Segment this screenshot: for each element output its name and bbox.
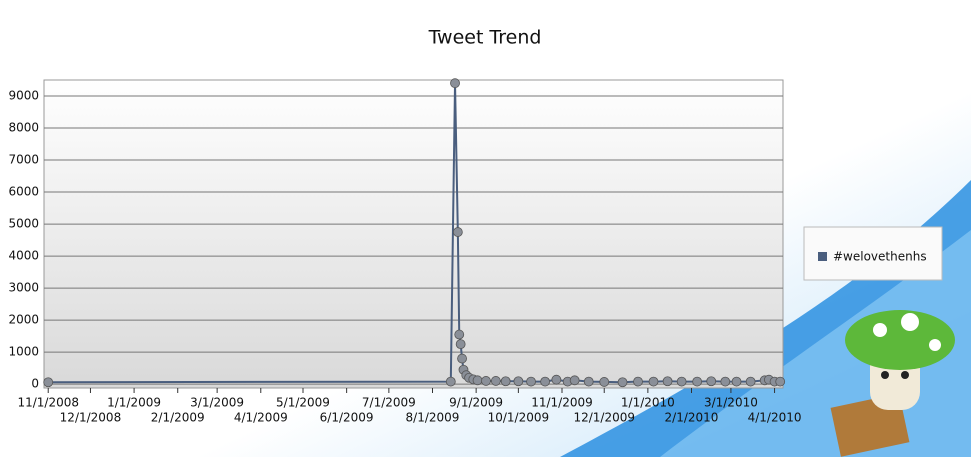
x-tick-label: 5/1/2009: [276, 396, 330, 410]
data-point: [617, 377, 628, 388]
y-tick-label: 2000: [8, 313, 39, 327]
y-tick-label: 9000: [8, 89, 39, 103]
data-point: [43, 377, 54, 388]
x-tick-label: 11/1/2008: [17, 396, 79, 410]
data-point: [731, 376, 742, 387]
data-point: [455, 339, 466, 350]
data-point: [450, 78, 460, 89]
y-tick-label: 3000: [8, 281, 39, 295]
y-tick-label: 7000: [8, 153, 39, 167]
x-tick-label: 12/1/2008: [60, 411, 122, 425]
data-point: [692, 376, 703, 387]
data-point: [454, 329, 465, 340]
legend: #welovethenhs: [803, 226, 943, 281]
data-point: [720, 376, 731, 387]
data-point: [775, 376, 786, 387]
legend-swatch: [818, 252, 827, 261]
y-tick-label: 5000: [8, 217, 39, 231]
y-tick-label: 8000: [8, 121, 39, 135]
data-point: [551, 374, 562, 385]
data-point: [457, 353, 467, 364]
mascot: [830, 310, 955, 457]
data-point: [481, 376, 491, 386]
y-tick-label: 1000: [8, 345, 39, 359]
y-tick-label: 0: [31, 377, 39, 391]
plot-area: [43, 79, 784, 389]
x-tick-label: 12/1/2009: [573, 411, 635, 425]
data-point: [500, 376, 511, 387]
data-point: [452, 227, 463, 237]
data-point: [633, 376, 643, 387]
x-tick-label: 2/1/2010: [665, 411, 719, 425]
data-point: [526, 376, 536, 387]
x-tick-label: 6/1/2009: [320, 411, 374, 425]
x-tick-label: 1/1/2009: [107, 396, 161, 410]
data-point: [472, 375, 483, 386]
x-tick-label: 1/1/2010: [621, 396, 675, 410]
data-point: [745, 376, 756, 387]
x-tick-label: 3/1/2010: [704, 396, 758, 410]
x-tick-label: 10/1/2009: [488, 411, 550, 425]
chart-title: Tweet Trend: [428, 27, 542, 49]
y-tick-label: 4000: [8, 249, 39, 263]
data-point: [569, 375, 580, 386]
data-point: [648, 376, 659, 387]
data-point: [662, 376, 673, 387]
data-point: [540, 376, 551, 387]
x-tick-label: 2/1/2009: [151, 411, 205, 425]
data-point: [676, 376, 687, 387]
y-tick-label: 6000: [8, 185, 39, 199]
data-point: [490, 376, 501, 386]
x-tick-label: 8/1/2009: [406, 411, 460, 425]
data-point: [583, 376, 594, 387]
data-point: [513, 376, 524, 387]
x-tick-label: 9/1/2009: [449, 396, 503, 410]
data-point: [445, 376, 456, 387]
x-tick-label: 3/1/2009: [190, 396, 244, 410]
x-tick-label: 4/1/2010: [748, 411, 802, 425]
data-point: [599, 377, 610, 387]
x-tick-label: 7/1/2009: [362, 396, 416, 410]
x-tick-label: 11/1/2009: [531, 396, 593, 410]
legend-label: #welovethenhs: [833, 250, 927, 264]
x-tick-label: 4/1/2009: [234, 411, 288, 425]
data-point: [706, 376, 717, 387]
